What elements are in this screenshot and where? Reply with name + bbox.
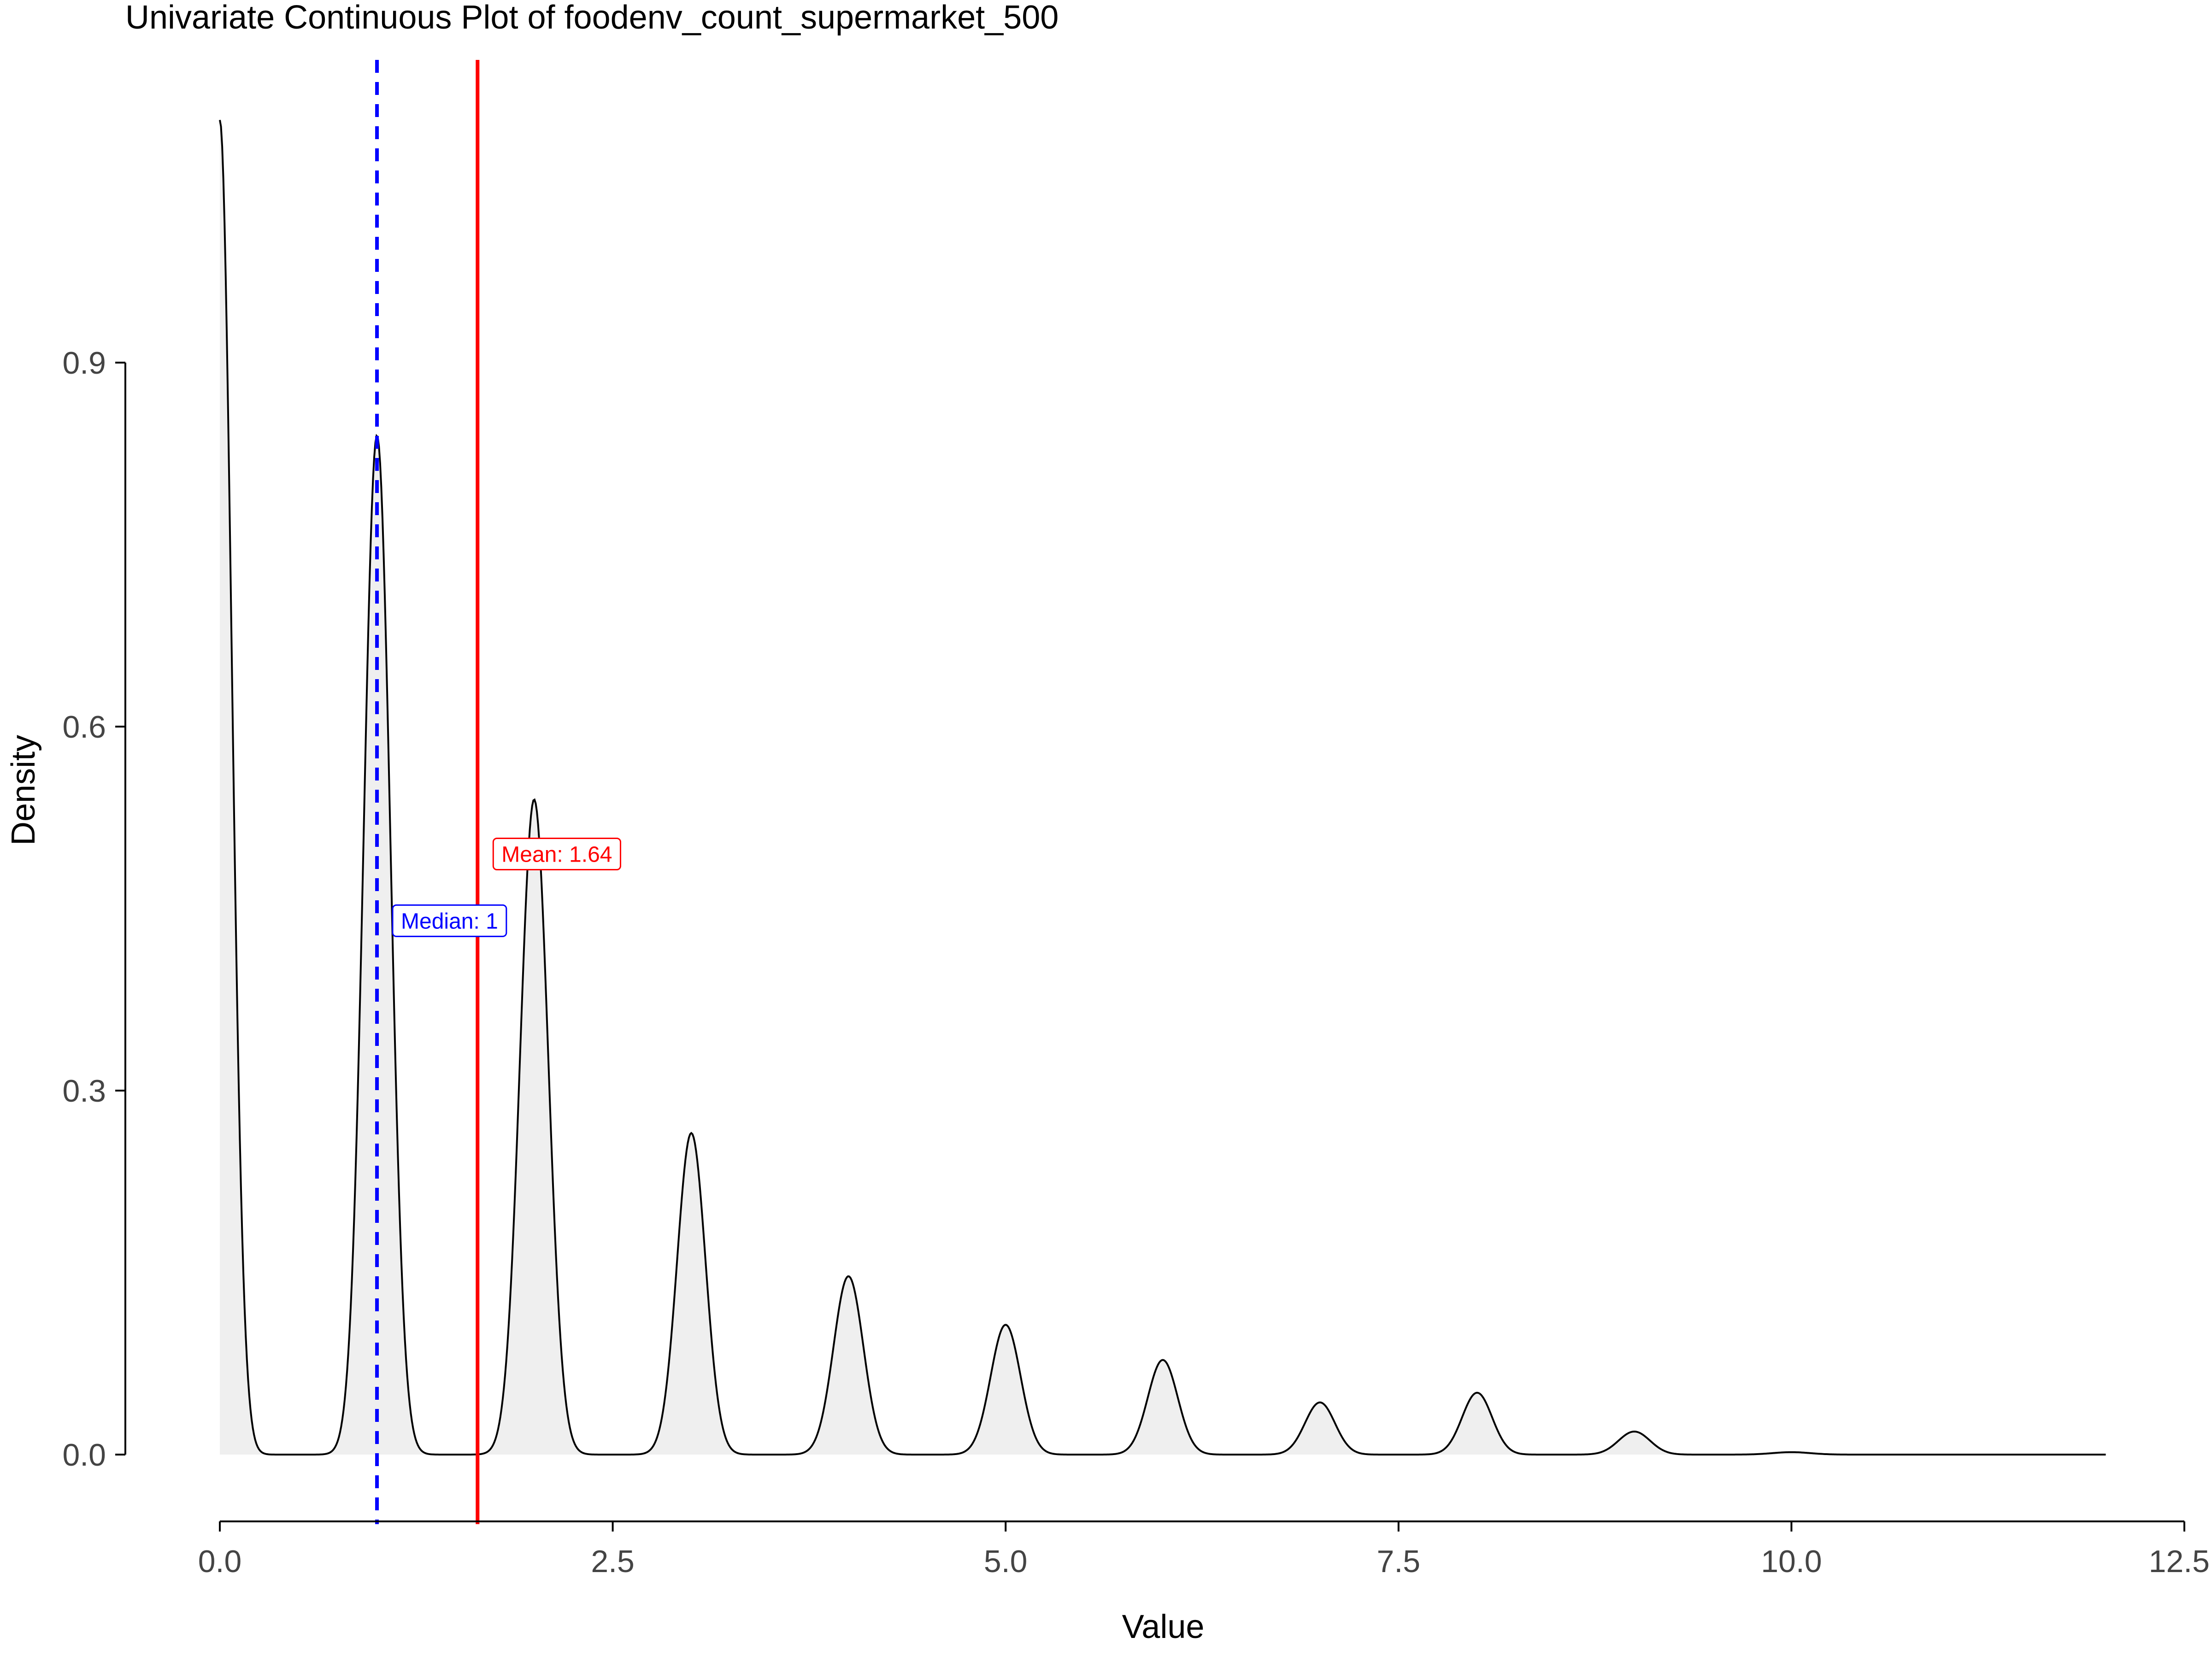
median-label-box [392,904,507,937]
y-axis-title: Density [5,735,42,845]
y-tick-label: 0.9 [62,346,106,381]
x-tick-label: 5.0 [984,1544,1028,1579]
x-tick-label: 7.5 [1377,1544,1421,1579]
mean-label: Mean: 1.64 [501,843,612,867]
chart-title: Univariate Continuous Plot of foodenv_co… [125,0,1059,36]
x-ticks: 0.0 2.5 5.0 7.5 10.0 12.5 [198,1521,2210,1579]
x-tick-label: 12.5 [2149,1544,2210,1579]
y-tick-label: 0.0 [62,1438,106,1473]
x-axis: 0.0 2.5 5.0 7.5 10.0 12.5 [198,1520,2210,1579]
x-tick-label: 10.0 [1761,1544,1822,1579]
median-label: Median: 1 [401,909,498,933]
density-curve [219,120,2106,1456]
x-tick-label: 2.5 [591,1544,635,1579]
y-tick-label: 0.3 [62,1074,106,1109]
y-tick-label: 0.6 [62,710,106,745]
mean-annotation: Mean: 1.64 [492,838,621,871]
mean-label-box [492,838,621,871]
x-axis-title: Value [1122,1608,1205,1645]
y-axis: 0.0 0.3 0.6 0.9 [62,346,126,1473]
density-area-fill [220,120,2106,1455]
median-annotation: Median: 1 [392,904,507,937]
x-tick-label: 0.0 [198,1544,242,1579]
plot-area: Median: 1 Mean: 1.64 [219,60,2106,1524]
y-ticks: 0.0 0.3 0.6 0.9 [62,346,125,1473]
